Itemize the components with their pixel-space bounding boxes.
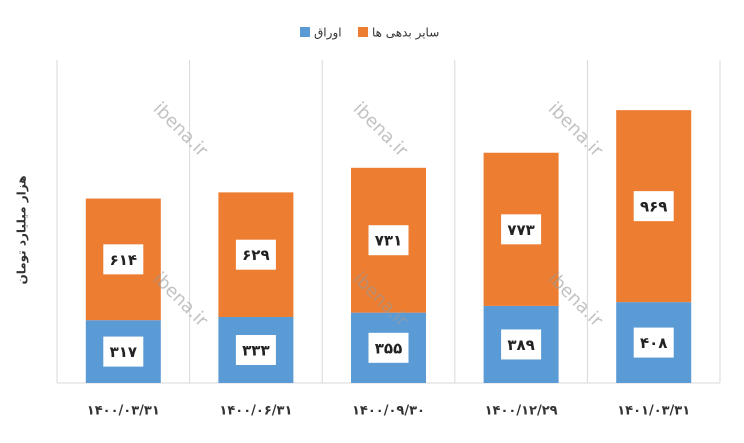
x-tick-label: ۱۴۰۱/۰۳/۳۱ <box>617 404 690 419</box>
legend-swatch <box>358 27 368 37</box>
x-tick-label: ۱۴۰۰/۱۲/۲۹ <box>485 404 558 419</box>
value-label-box <box>633 191 674 222</box>
value-label-box <box>501 329 542 360</box>
value-label-box <box>368 225 409 256</box>
value-label: ۳۵۵ <box>375 339 402 357</box>
x-tick-label: ۱۴۰۰/۰۶/۳۱ <box>219 404 292 419</box>
value-label: ۴۰۸ <box>640 334 667 352</box>
value-label: ۶۱۴ <box>110 251 137 269</box>
value-label-box <box>501 214 542 245</box>
x-tick-label: ۱۴۰۰/۰۹/۳۰ <box>352 404 425 419</box>
value-label-box <box>235 335 276 366</box>
legend-swatch <box>300 27 310 37</box>
legend-label: اوراق <box>314 26 342 41</box>
value-label: ۹۶۹ <box>640 198 667 216</box>
value-label: ۳۱۷ <box>110 343 137 361</box>
value-label-box <box>103 336 144 367</box>
value-label: ۷۷۳ <box>507 221 534 239</box>
value-label: ۷۳۱ <box>375 232 402 250</box>
value-label-box <box>235 239 276 270</box>
value-label: ۶۲۹ <box>242 246 269 264</box>
value-label-box <box>103 244 144 275</box>
value-label-box <box>633 327 674 358</box>
value-label-box <box>368 332 409 363</box>
x-tick-label: ۱۴۰۰/۰۳/۳۱ <box>87 404 160 419</box>
legend-label: سایر بدهی ها <box>372 26 439 41</box>
y-axis-label: هزار میلیارد تومان <box>15 175 30 284</box>
value-label: ۳۳۳ <box>242 342 269 360</box>
value-label: ۳۸۹ <box>507 336 534 354</box>
